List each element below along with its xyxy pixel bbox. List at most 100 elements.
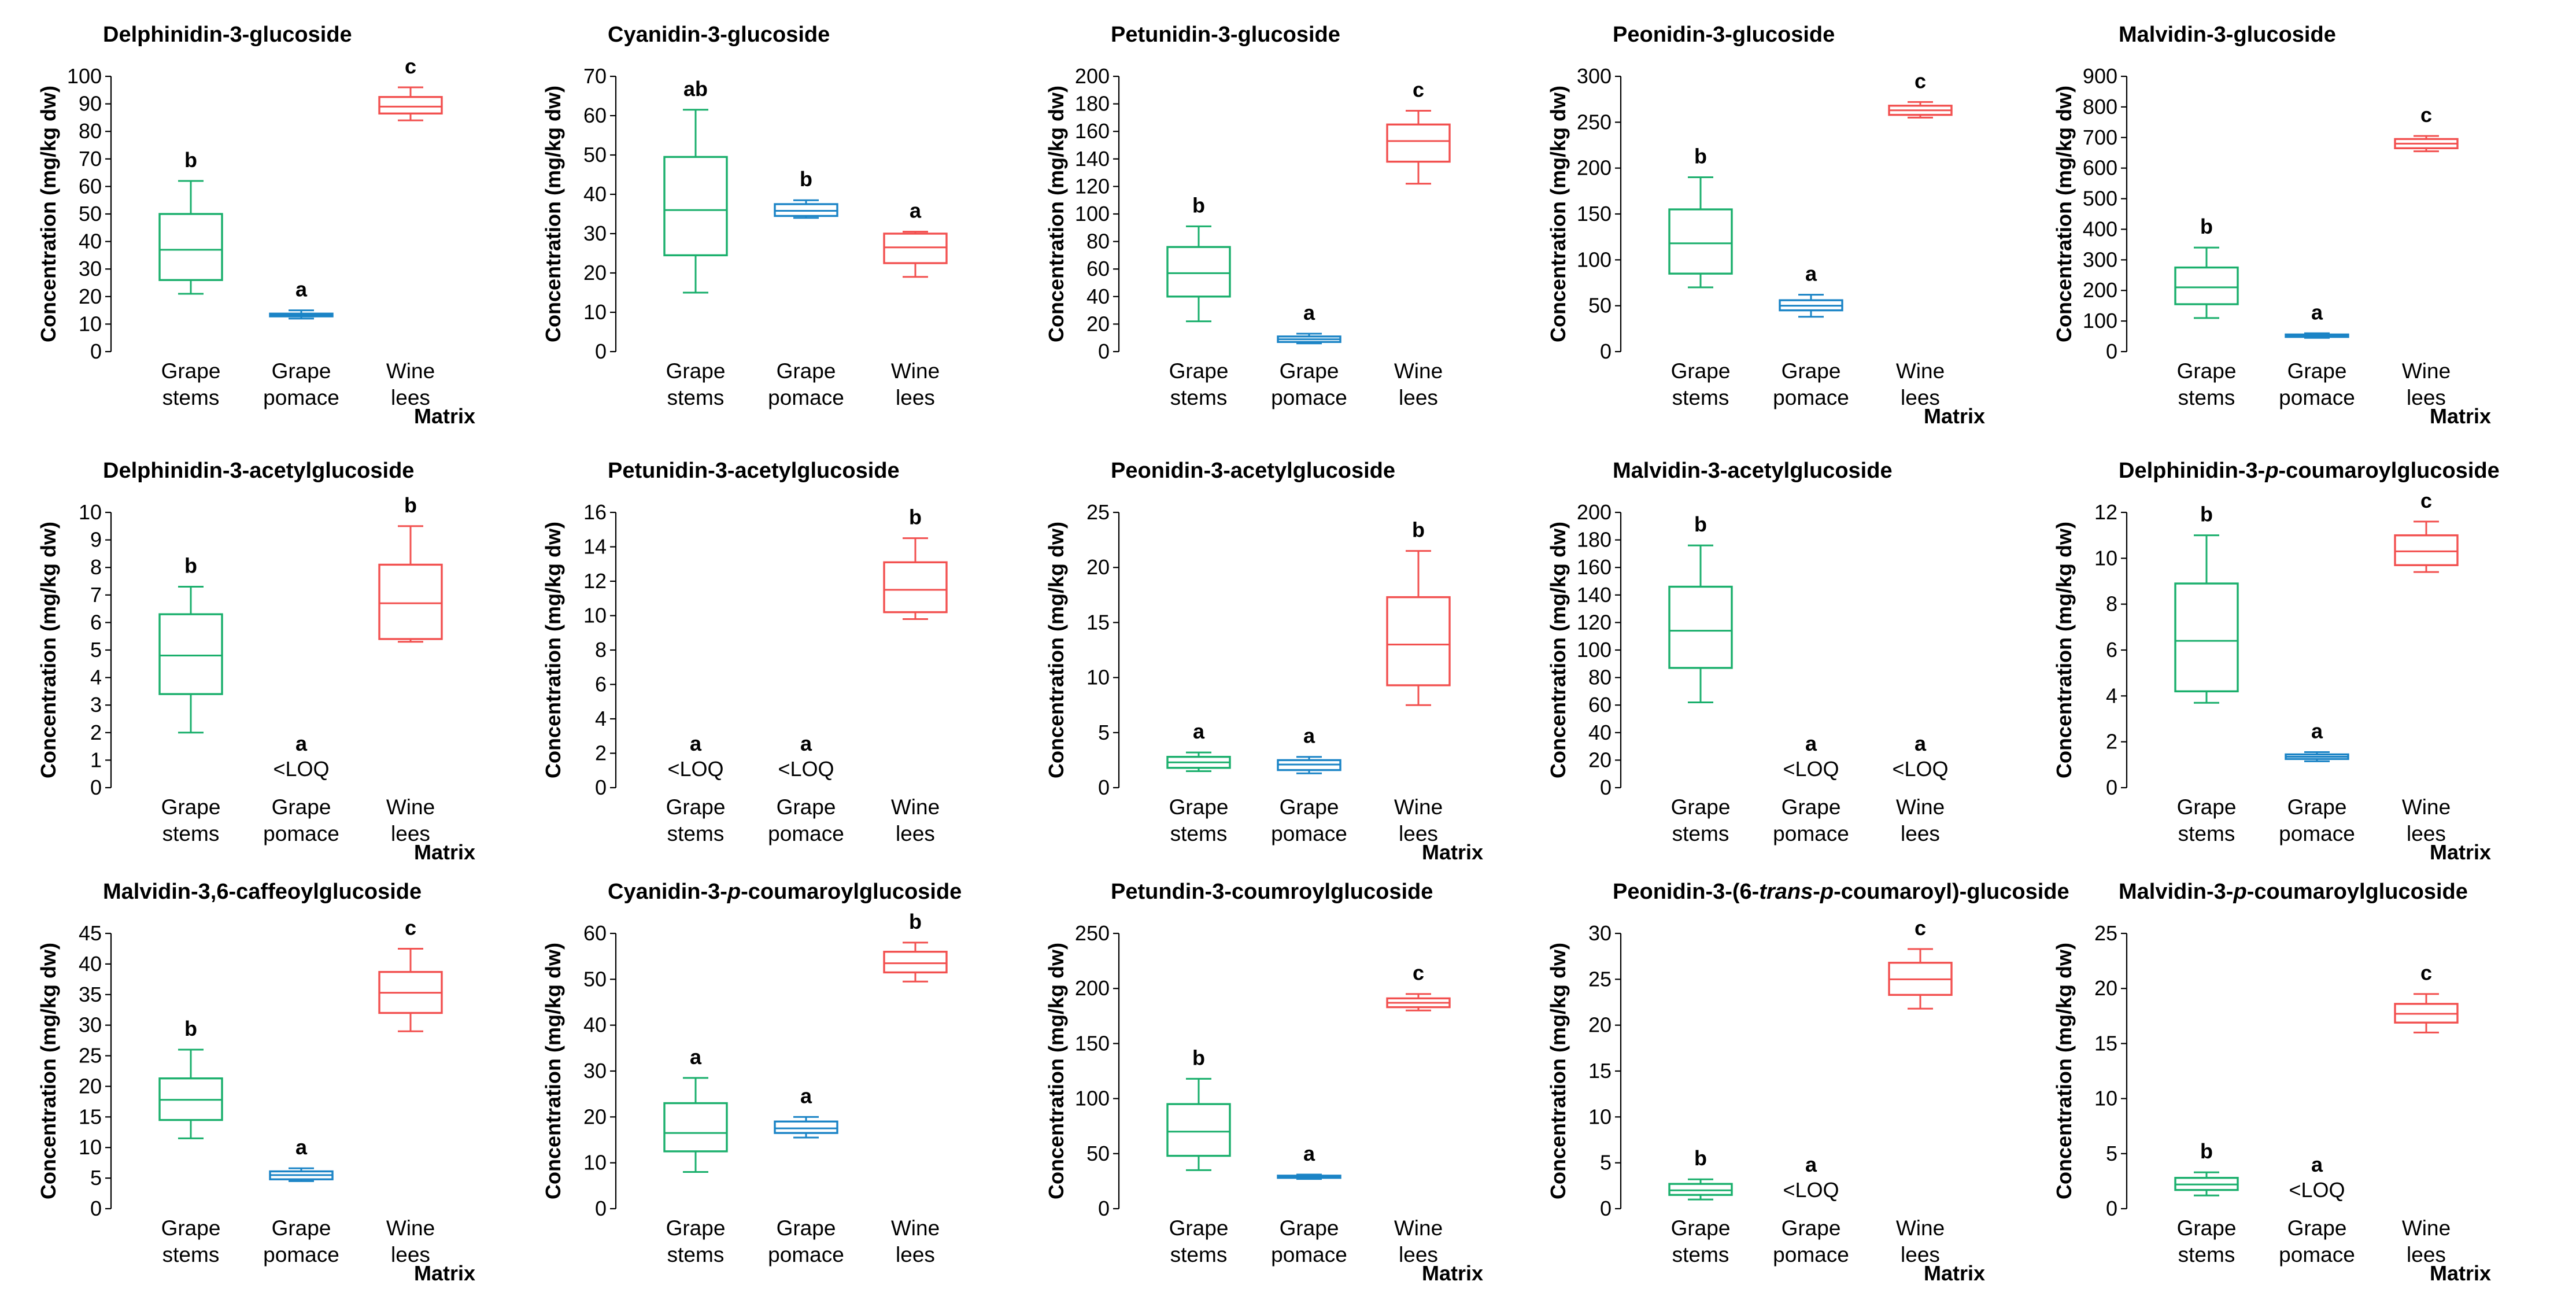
x-category-label: lees <box>2407 822 2446 846</box>
x-category-label: pomace <box>768 1243 844 1267</box>
box-wine-lees <box>1888 948 1953 1010</box>
chart-panel: Peonidin-3-acetylglucoside 0 5 10 15 20 25 Conc… <box>1044 459 1483 864</box>
box-grape-pomace <box>269 1167 334 1182</box>
y-tick-label: 50 <box>583 967 607 991</box>
x-category-label: lees <box>1901 822 1940 846</box>
y-axis-label: Concentration (mg/kg dw) <box>541 943 565 1199</box>
y-tick-label: 20 <box>1588 748 1612 771</box>
significance-letter: b <box>404 493 417 517</box>
y-tick-label: 160 <box>1577 555 1612 579</box>
y-axis-label: Concentration (mg/kg dw) <box>541 86 565 342</box>
x-axis-label: Matrix <box>1924 1261 1985 1285</box>
x-category-label: lees <box>1901 1243 1940 1267</box>
x-category-label: stems <box>1170 386 1228 409</box>
y-tick-label: 40 <box>1086 285 1110 308</box>
box-iqr <box>883 951 948 974</box>
box-iqr <box>378 563 443 640</box>
x-category-label: Wine <box>891 1216 940 1240</box>
y-axis-label: Concentration (mg/kg dw) <box>1546 86 1570 342</box>
y-tick-label: 30 <box>583 221 607 245</box>
box-iqr <box>2174 582 2239 693</box>
box-grape-stems <box>1166 751 1231 772</box>
y-tick-label: 0 <box>90 1197 102 1220</box>
x-category-label: pomace <box>263 822 339 846</box>
box-iqr <box>1668 208 1733 275</box>
chart-title: Delphinidin-3-p-coumaroylglucoside <box>2119 459 2500 483</box>
chart-title-part: p <box>1820 880 1834 904</box>
box-grape-stems <box>1668 1178 1733 1201</box>
chart-panel: Cyanidin-3-glucoside 0 10 20 30 40 50 60 70 Conce… <box>541 23 948 409</box>
y-tick-label: 25 <box>2094 921 2117 945</box>
chart-title: Petundin-3-coumroylglucoside <box>1111 880 1433 904</box>
loq-label: <LOQ <box>667 757 723 781</box>
box-grape-stems <box>663 1077 728 1173</box>
chart-title-part: Petundin-3-coumroylglucoside <box>1111 880 1433 904</box>
y-tick-label: 8 <box>595 638 607 662</box>
box-wine-lees <box>1888 101 1953 119</box>
x-category-label: Wine <box>386 359 435 383</box>
y-tick-label: 60 <box>1588 693 1612 717</box>
y-tick-label: 45 <box>79 921 102 945</box>
box-grape-pomace <box>2285 751 2349 762</box>
x-category-label: pomace <box>2279 386 2355 409</box>
box-wine-lees <box>1386 110 1451 185</box>
x-category-label: pomace <box>263 1243 339 1267</box>
y-tick-label: 25 <box>79 1044 102 1068</box>
x-category-label: Grape <box>2287 1216 2347 1240</box>
box-iqr <box>883 561 948 614</box>
chart-panel: Peonidin-3-glucoside 0 50 100 150 200 250 300 Co… <box>1546 23 1985 428</box>
y-tick-label: 0 <box>2106 776 2117 799</box>
box-iqr <box>1668 1183 1733 1196</box>
loq-label: <LOQ <box>2289 1178 2345 1202</box>
y-tick-label: 100 <box>2083 309 2117 333</box>
x-category-label: stems <box>1170 822 1228 846</box>
x-category-label: pomace <box>1773 822 1849 846</box>
chart-title-part: - <box>1813 880 1820 904</box>
chart-panel: Malvidin-3-p-coumaroylglucoside 0 5 10 15 20 2… <box>2052 880 2491 1285</box>
significance-letter: a <box>1303 301 1315 324</box>
chart-panel: Malvidin-3-acetylglucoside 0 20 40 60 80 100 12… <box>1546 459 1949 846</box>
y-tick-label: 60 <box>79 174 102 198</box>
y-tick-label: 140 <box>1075 147 1110 171</box>
significance-letter: c <box>2420 103 2432 127</box>
y-axis-label: Concentration (mg/kg dw) <box>1044 522 1068 778</box>
y-tick-label: 12 <box>583 569 607 593</box>
loq-label: <LOQ <box>1783 1178 1839 1202</box>
x-category-label: lees <box>391 1243 430 1267</box>
y-tick-label: 50 <box>1588 294 1612 317</box>
chart-panel: Petundin-3-coumroylglucoside 0 50 100 150 200… <box>1044 880 1483 1285</box>
chart-title-part: Delphinidin-3- <box>2119 459 2265 483</box>
chart-panel: Peonidin-3-(6-trans-p-coumaroyl)-glucosi… <box>1546 880 2069 1285</box>
y-tick-label: 500 <box>2083 187 2117 211</box>
x-category-label: pomace <box>1773 386 1849 409</box>
box-grape-stems <box>1166 1077 1231 1171</box>
y-tick-label: 20 <box>1086 312 1110 335</box>
y-tick-label: 250 <box>1075 921 1110 945</box>
x-category-label: lees <box>896 386 935 409</box>
y-tick-label: 5 <box>1098 721 1110 744</box>
y-axis-label: Concentration (mg/kg dw) <box>36 86 60 342</box>
x-category-label: Grape <box>272 359 331 383</box>
loq-label: <LOQ <box>1892 757 1948 781</box>
y-tick-label: 400 <box>2083 217 2117 241</box>
box-iqr <box>1386 596 1451 686</box>
x-category-label: Wine <box>386 1216 435 1240</box>
chart-title-part: Delphinidin-3-glucoside <box>103 23 352 47</box>
x-category-label: Wine <box>1394 795 1443 819</box>
y-tick-label: 30 <box>79 1013 102 1037</box>
significance-letter: c <box>1413 78 1424 102</box>
x-axis-label: Matrix <box>414 404 475 428</box>
x-category-label: Wine <box>1896 1216 1945 1240</box>
chart-title-part: p <box>2233 880 2246 904</box>
chart-title-part: Peonidin-3-glucoside <box>1613 23 1835 47</box>
box-iqr <box>883 232 948 264</box>
significance-letter: b <box>909 505 922 529</box>
significance-letter: a <box>1805 732 1817 755</box>
x-category-label: stems <box>1672 1243 1729 1267</box>
box-iqr <box>1668 585 1733 669</box>
y-tick-label: 15 <box>1086 610 1110 634</box>
chart-title-part: Malvidin-3-glucoside <box>2119 23 2336 47</box>
chart-title: Delphinidin-3-glucoside <box>103 23 352 47</box>
significance-letter: b <box>1694 1146 1707 1170</box>
significance-letter: b <box>1694 145 1707 168</box>
